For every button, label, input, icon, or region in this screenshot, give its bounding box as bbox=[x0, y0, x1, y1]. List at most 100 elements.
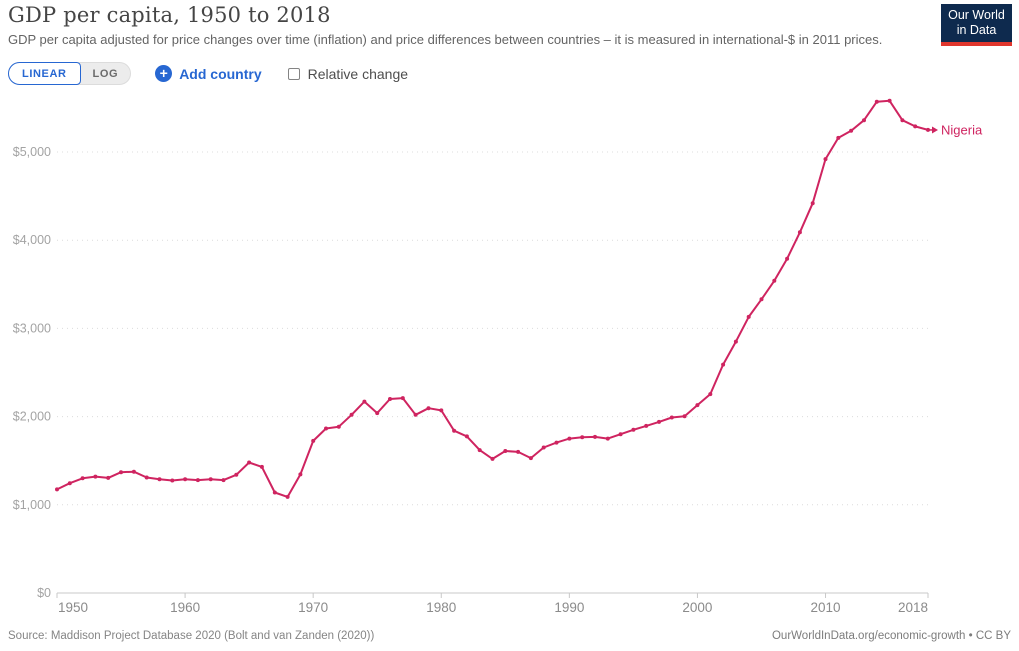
data-point[interactable] bbox=[810, 201, 815, 206]
chart-controls: LINEAR LOG + Add country Relative change bbox=[8, 62, 408, 85]
data-point[interactable] bbox=[259, 464, 264, 469]
data-point[interactable] bbox=[119, 470, 123, 475]
data-point[interactable] bbox=[682, 414, 687, 419]
data-point[interactable] bbox=[272, 490, 277, 495]
data-point[interactable] bbox=[836, 135, 841, 140]
linear-scale-button[interactable]: LINEAR bbox=[8, 62, 81, 85]
plus-icon: + bbox=[155, 65, 173, 82]
owid-logo[interactable]: Our World in Data bbox=[941, 4, 1012, 46]
data-point[interactable] bbox=[298, 472, 303, 477]
data-point[interactable] bbox=[733, 339, 738, 344]
data-point[interactable] bbox=[669, 415, 674, 420]
x-axis: 1950 1960 1970 1980 1990 2000 2010 2018 bbox=[56, 592, 929, 615]
data-point[interactable] bbox=[221, 478, 226, 483]
data-point[interactable] bbox=[349, 412, 354, 417]
relative-change-label[interactable]: Relative change bbox=[307, 65, 409, 82]
data-point[interactable] bbox=[400, 396, 405, 401]
owid-logo-line2: in Data bbox=[956, 23, 997, 37]
data-point[interactable] bbox=[439, 408, 444, 413]
data-point[interactable] bbox=[516, 449, 521, 454]
data-point[interactable] bbox=[746, 314, 751, 319]
data-point[interactable] bbox=[55, 487, 59, 492]
y-tick-label: $1,000 bbox=[13, 498, 51, 512]
data-point[interactable] bbox=[426, 406, 431, 411]
add-country-button[interactable]: + Add country bbox=[155, 65, 262, 82]
relative-change-checkbox[interactable] bbox=[287, 67, 300, 80]
data-point[interactable] bbox=[657, 419, 661, 424]
owid-logo-line1: Our World bbox=[948, 8, 1005, 22]
data-point[interactable] bbox=[759, 297, 764, 302]
data-point[interactable] bbox=[477, 448, 482, 453]
data-point[interactable] bbox=[157, 477, 162, 482]
series-nigeria[interactable] bbox=[55, 98, 930, 499]
data-point[interactable] bbox=[490, 456, 495, 461]
data-point[interactable] bbox=[208, 477, 213, 482]
add-country-label: Add country bbox=[179, 65, 262, 82]
data-point[interactable] bbox=[605, 436, 610, 441]
data-point[interactable] bbox=[887, 98, 892, 103]
data-point[interactable] bbox=[375, 411, 380, 416]
data-point[interactable] bbox=[528, 456, 533, 461]
data-point[interactable] bbox=[336, 424, 341, 429]
y-tick-label: $3,000 bbox=[13, 321, 51, 335]
data-point[interactable] bbox=[797, 230, 802, 235]
x-tick-label: 2010 bbox=[811, 600, 841, 615]
data-point[interactable] bbox=[644, 423, 649, 428]
data-point[interactable] bbox=[874, 99, 879, 104]
data-point[interactable] bbox=[183, 477, 188, 482]
y-tick-label: $0 bbox=[37, 586, 51, 600]
x-tick-label: 1990 bbox=[554, 600, 584, 615]
series-line[interactable] bbox=[56, 99, 929, 498]
y-gridlines bbox=[57, 151, 928, 506]
data-point[interactable] bbox=[67, 481, 72, 486]
data-point[interactable] bbox=[80, 476, 85, 481]
chart-subtitle: GDP per capita adjusted for price change… bbox=[8, 32, 883, 47]
data-point[interactable] bbox=[464, 434, 469, 439]
data-point[interactable] bbox=[823, 157, 828, 162]
series-name-label[interactable]: Nigeria bbox=[941, 122, 983, 137]
arrow-icon bbox=[932, 126, 938, 134]
data-point[interactable] bbox=[631, 427, 636, 432]
data-point[interactable] bbox=[618, 432, 623, 437]
data-point[interactable] bbox=[388, 397, 392, 401]
data-point[interactable] bbox=[285, 494, 290, 499]
data-point[interactable] bbox=[106, 475, 111, 480]
data-point[interactable] bbox=[785, 256, 790, 261]
data-point[interactable] bbox=[144, 475, 149, 480]
data-point[interactable] bbox=[554, 440, 559, 445]
data-point[interactable] bbox=[593, 434, 597, 439]
data-point[interactable] bbox=[195, 478, 200, 483]
credit-link[interactable]: OurWorldInData.org/economic-growth • CC … bbox=[771, 630, 1011, 642]
data-point[interactable] bbox=[503, 449, 508, 453]
data-point[interactable] bbox=[362, 399, 367, 404]
data-point[interactable] bbox=[234, 472, 239, 477]
data-point[interactable] bbox=[913, 124, 918, 129]
series-end-label[interactable]: Nigeria bbox=[928, 122, 983, 137]
data-point[interactable] bbox=[580, 435, 585, 440]
y-tick-label: $2,000 bbox=[13, 410, 51, 424]
relative-change-control: Relative change bbox=[287, 65, 409, 82]
data-point[interactable] bbox=[567, 436, 572, 441]
data-point[interactable] bbox=[849, 128, 854, 133]
data-point[interactable] bbox=[170, 478, 175, 483]
data-point[interactable] bbox=[772, 278, 777, 283]
x-tick-label: 2018 bbox=[898, 600, 928, 615]
scale-toggle: LINEAR LOG bbox=[8, 62, 132, 85]
data-point[interactable] bbox=[131, 469, 136, 474]
data-point[interactable] bbox=[900, 118, 905, 123]
y-tick-label: $5,000 bbox=[13, 145, 51, 159]
data-point[interactable] bbox=[862, 118, 866, 123]
y-tick-label: $4,000 bbox=[13, 233, 51, 247]
log-scale-button[interactable]: LOG bbox=[92, 67, 119, 80]
data-point[interactable] bbox=[324, 426, 328, 431]
data-point[interactable] bbox=[247, 460, 252, 465]
data-point[interactable] bbox=[708, 392, 713, 397]
data-point[interactable] bbox=[695, 403, 700, 408]
data-point[interactable] bbox=[311, 438, 316, 443]
data-point[interactable] bbox=[93, 474, 98, 479]
data-point[interactable] bbox=[541, 445, 546, 450]
data-point[interactable] bbox=[413, 412, 418, 417]
data-point[interactable] bbox=[452, 428, 457, 433]
data-point[interactable] bbox=[721, 362, 726, 367]
